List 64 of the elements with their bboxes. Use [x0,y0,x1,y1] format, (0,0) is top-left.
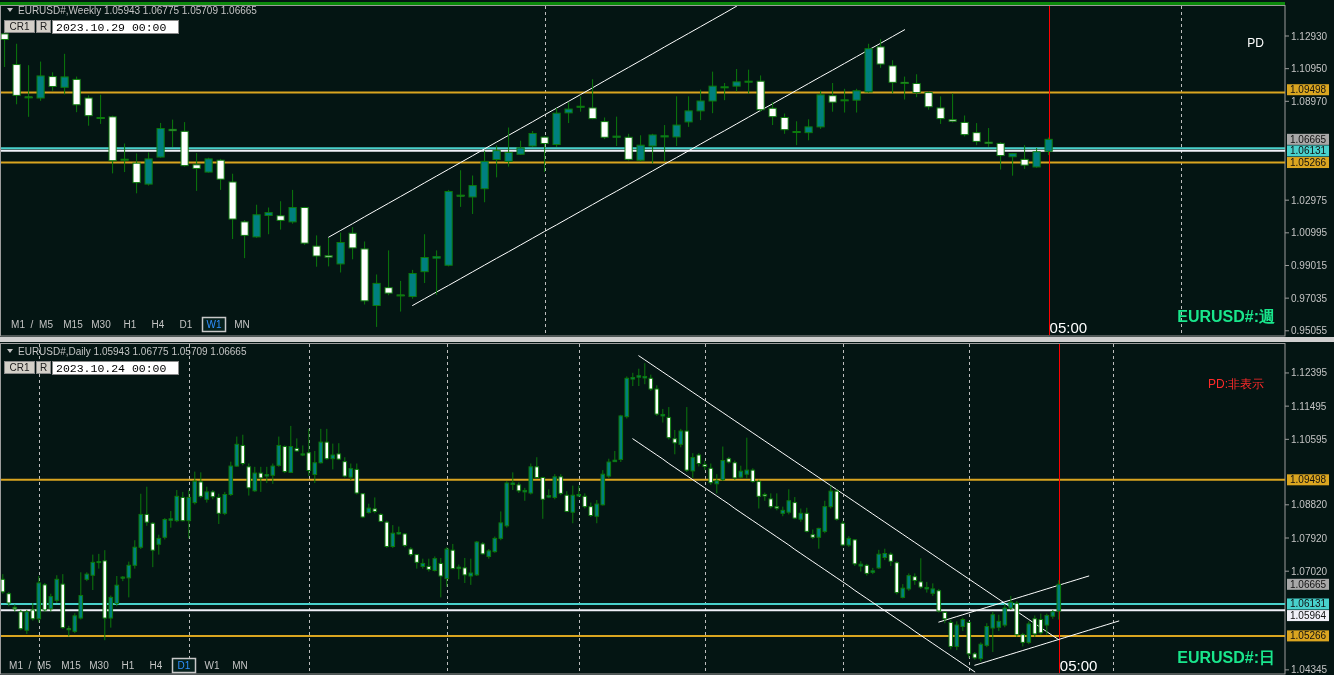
annotation: 05:00 [1049,319,1088,336]
annotation: PD:非表示 [1207,377,1264,391]
y-tick-label: 1.07920 [1291,532,1328,544]
annotation: EURUSD#:日 [1177,649,1275,666]
price-label: 1.09498 [1287,474,1329,486]
annotation: 2023.10.29 00:00 [56,21,167,34]
annotation: D1 [177,660,191,671]
y-tick-label: 1.00995 [1291,227,1328,239]
input: 2023.10.29 00:00 [52,20,179,34]
y-tick-label: 1.08820 [1291,499,1328,511]
price-label: 1.05266 [1287,630,1329,642]
price-label: 1.06665 [1287,133,1329,145]
chart-title: EURUSD#,Daily 1.05943 1.06775 1.05709 1.06665 [18,346,247,357]
y-tick-label: 1.07020 [1291,565,1328,577]
annotation: W1 [206,319,222,330]
y-tick-label: 1.10595 [1291,433,1328,445]
annotation: CR1 [9,362,30,373]
annotation: H4 [151,319,165,330]
y-tick-label: 0.99015 [1291,259,1328,271]
annotation: D1 [179,319,193,330]
annotation: 2023.10.24 00:00 [56,362,167,375]
price-label: 1.05266 [1287,157,1329,169]
annotation: M15 [63,319,84,330]
y-tick-label: 1.12395 [1291,367,1328,379]
annotation: H1 [123,319,137,330]
annotation: MN [234,319,250,330]
annotation: EURUSD#:週 [1177,308,1276,325]
button: R [36,20,51,33]
annotation: CR1 [9,21,30,32]
y-tick-label: 1.08970 [1291,95,1328,107]
annotation: / [28,660,32,671]
input: 2023.10.24 00:00 [52,361,179,375]
annotation: M5 [39,319,54,330]
annotation: H1 [121,660,135,671]
price-label: 1.06131 [1287,145,1329,157]
annotation: M1 [9,660,24,671]
button: D1 [171,657,197,674]
button: W1 [201,316,227,333]
y-tick-label: 0.95055 [1291,325,1328,337]
annotation: M30 [89,660,110,671]
price-label: 1.05964 [1287,610,1329,622]
price-label: 1.06665 [1287,578,1329,590]
chart-title: EURUSD#,Weekly 1.05943 1.06775 1.05709 1.06665 [18,5,258,16]
annotation: / [30,319,34,330]
annotation: M30 [91,319,112,330]
annotation: M15 [61,660,82,671]
y-tick-label: 1.12930 [1291,30,1328,42]
annotation: H4 [149,660,163,671]
annotation: W1 [204,660,220,671]
annotation: PD [1247,36,1265,50]
y-tick-label: 1.10950 [1291,63,1328,75]
y-tick-label: 1.02975 [1291,194,1328,206]
price-label: 1.06131 [1287,598,1329,610]
annotation: 05:00 [1059,657,1098,674]
annotation: M1 [11,319,26,330]
annotation: MN [232,660,248,671]
y-tick-label: 1.11495 [1291,400,1327,412]
button: CR1 [4,20,35,33]
button: CR1 [4,361,35,374]
y-tick-label: 1.04345 [1291,664,1328,675]
price-label: 1.09498 [1287,84,1329,96]
annotation: M5 [37,660,52,671]
button: R [36,361,51,374]
y-tick-label: 0.97035 [1291,292,1328,304]
